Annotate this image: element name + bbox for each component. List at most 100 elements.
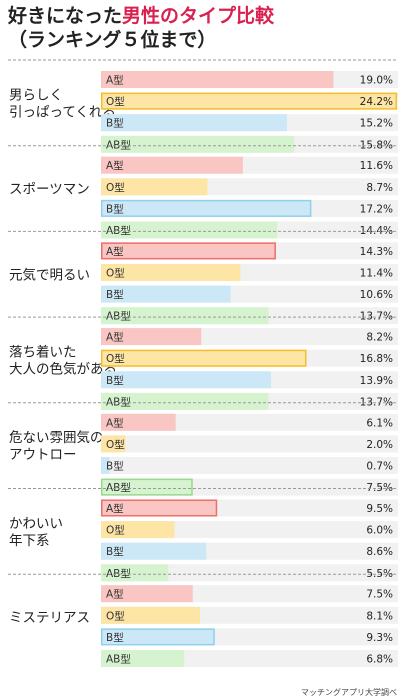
bar: [101, 114, 287, 132]
bar: [101, 242, 276, 260]
bar-category-label: O型: [106, 609, 125, 622]
bar: [101, 457, 110, 474]
bar-track: [101, 435, 398, 453]
data-label: 17.2%: [360, 203, 393, 215]
data-label: 9.3%: [366, 632, 393, 644]
category-label: ミステリアス: [9, 610, 90, 626]
bar: [101, 156, 243, 174]
data-label: 13.7%: [360, 396, 393, 408]
source-note: マッチングアプリ大学調べ: [301, 688, 397, 697]
bar-category-label: B型: [106, 631, 124, 644]
category-label: 危ない雰囲気のアウトロー: [9, 430, 104, 463]
bar-track: [101, 521, 398, 539]
data-label: 14.3%: [360, 246, 393, 258]
bar-category-label: B型: [106, 117, 124, 130]
bar-highlight: [101, 628, 215, 646]
bar-category-label: A型: [106, 331, 124, 344]
bar-category-label: AB型: [106, 224, 131, 237]
bar-category-label: A型: [106, 588, 124, 601]
bar-category-label: A型: [106, 74, 124, 87]
data-label: 11.6%: [360, 160, 393, 172]
bar-category-label: B型: [106, 202, 124, 215]
bar-category-label: A型: [106, 159, 124, 172]
data-label: 6.0%: [366, 525, 393, 537]
bar-category-label: B型: [106, 374, 124, 387]
data-label: 11.4%: [360, 268, 393, 280]
category-label: かわいい年下系: [9, 516, 63, 549]
bar-category-label: O型: [106, 352, 125, 365]
bar: [101, 221, 278, 239]
bar: [101, 371, 272, 389]
title-line-2: （ランキング５位まで）: [8, 29, 217, 51]
category-label: 元気で明るい: [9, 267, 90, 283]
data-label: 2.0%: [366, 439, 393, 451]
bar-category-label: O型: [106, 524, 125, 537]
bar: [101, 307, 269, 325]
bar: [101, 264, 241, 281]
data-label: 24.2%: [360, 96, 393, 108]
data-label: 15.2%: [360, 118, 393, 130]
data-label: 9.5%: [366, 503, 393, 515]
data-label: 6.1%: [366, 417, 393, 429]
bar-category-label: AB型: [106, 567, 131, 580]
bar: [101, 628, 215, 646]
bar-category-label: AB型: [106, 395, 131, 408]
data-label: 19.0%: [360, 75, 393, 87]
bar-category-label: AB型: [106, 653, 131, 666]
bar-category-label: B型: [106, 288, 124, 301]
bar: [101, 435, 126, 453]
bar: [101, 478, 193, 496]
bar: [101, 328, 202, 346]
data-label: 10.6%: [360, 289, 393, 301]
bar: [101, 178, 208, 196]
bar-highlight: [101, 92, 397, 110]
bar-category-label: B型: [106, 460, 124, 473]
bar-category-label: A型: [106, 502, 124, 515]
bar: [101, 71, 334, 88]
bar: [101, 521, 175, 539]
bar-category-label: AB型: [106, 481, 131, 494]
chart-title: 好きになった男性のタイプ比較 （ランキング５位まで）: [8, 4, 403, 52]
title-accent: 男性のタイプ比較: [122, 5, 275, 27]
bar: [101, 499, 218, 517]
bar-highlight: [101, 478, 193, 496]
data-label: 15.8%: [360, 139, 393, 151]
bar-category-label: O型: [106, 438, 125, 451]
bar: [101, 135, 295, 153]
bar-highlight: [101, 199, 312, 217]
data-label: 8.2%: [366, 332, 393, 344]
bar-category-label: B型: [106, 545, 124, 558]
bar-category-label: A型: [106, 245, 124, 258]
data-label: 0.7%: [366, 461, 393, 473]
bar: [101, 199, 312, 217]
category-label: 落ち着いた大人の色気がある: [9, 343, 117, 377]
bar: [101, 285, 231, 303]
category-label: 男らしく引っぱってくれる: [9, 87, 116, 120]
bar: [101, 606, 201, 624]
bar-category-label: O型: [106, 181, 125, 194]
data-label: 14.4%: [360, 225, 393, 237]
bar: [101, 413, 176, 431]
bar: [101, 349, 307, 367]
data-label: 8.7%: [366, 182, 393, 194]
bar-category-label: AB型: [106, 138, 131, 151]
bar: [101, 585, 193, 603]
category-label: スポーツマン: [9, 182, 90, 198]
bar-category-label: A型: [106, 416, 124, 429]
bar-category-label: O型: [106, 267, 125, 280]
data-label: 6.8%: [366, 654, 393, 666]
bar-category-label: O型: [106, 95, 125, 108]
bar-highlight: [101, 242, 276, 260]
bar-highlight: [101, 349, 307, 367]
data-label: 16.8%: [360, 353, 393, 365]
bar-track: [101, 564, 398, 582]
bar: [101, 564, 169, 582]
bar-category-label: AB型: [106, 310, 131, 323]
data-label: 7.5%: [366, 589, 393, 601]
data-label: 13.9%: [360, 375, 393, 387]
title-plain: 好きになった: [8, 5, 123, 27]
title-line-1: 好きになった男性のタイプ比較: [8, 4, 403, 28]
data-label: 8.1%: [366, 610, 393, 622]
bar: [101, 392, 269, 410]
